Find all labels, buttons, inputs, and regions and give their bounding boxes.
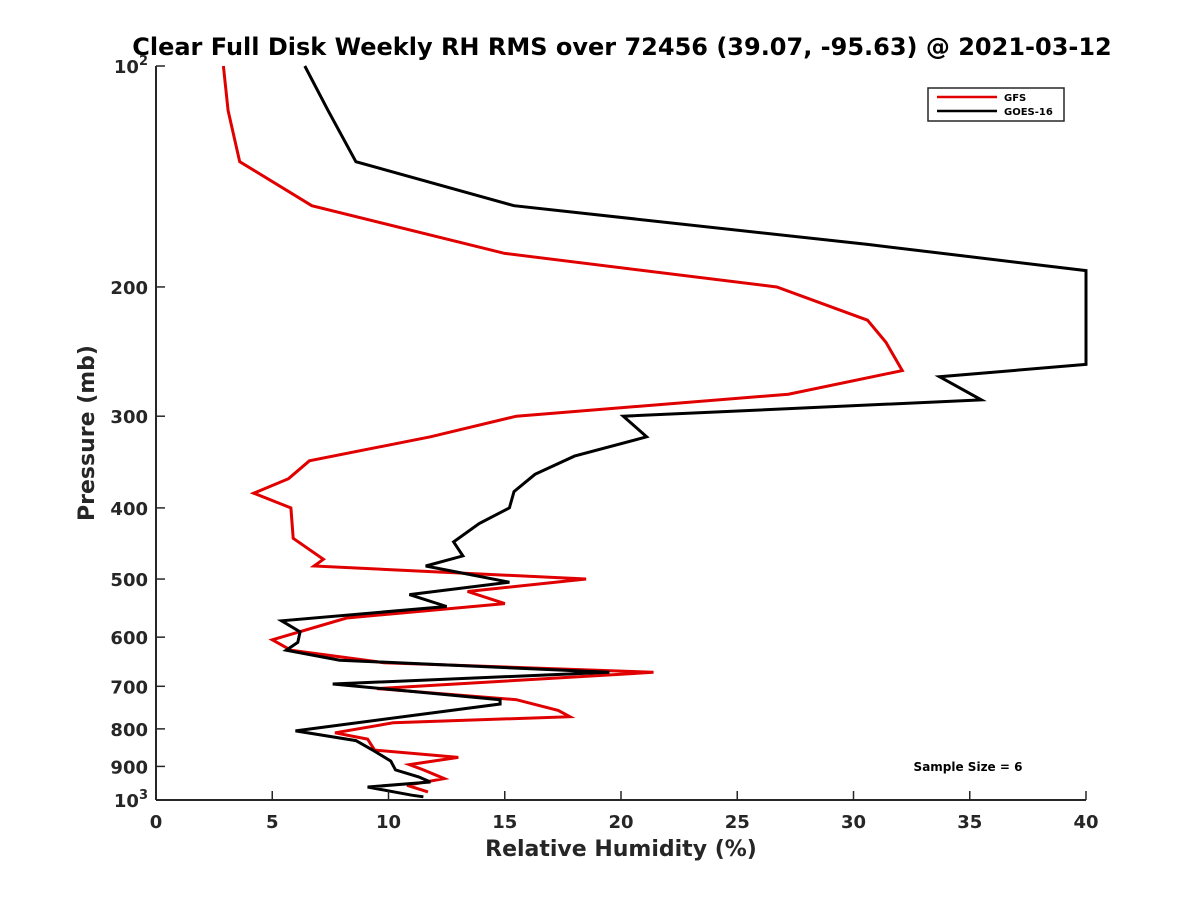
legend: GFS GOES-16 — [927, 87, 1065, 122]
y-tick-label: 300 — [110, 407, 148, 428]
x-tick-label: 0 — [150, 812, 163, 833]
x-axis-label: Relative Humidity (%) — [485, 837, 757, 862]
y-tick-label: 400 — [110, 499, 148, 520]
series-line-gfs — [221, 65, 905, 794]
x-tick-label: 40 — [1073, 812, 1098, 833]
y-tick-label: 900 — [110, 757, 148, 778]
y-tick-label: 800 — [110, 720, 148, 741]
x-axis-ticks: 0 5 10 15 20 25 30 35 40 — [150, 791, 1099, 833]
y-tick-label: 103 — [114, 788, 148, 812]
y-axis-ticks: 102 200 300 400 500 600 700 800 900 103 — [110, 54, 165, 812]
legend-label-goes16: GOES-16 — [1004, 107, 1053, 118]
series-group — [221, 65, 1088, 799]
legend-box — [927, 87, 1065, 122]
y-axis-label: Pressure (mb) — [75, 345, 100, 521]
y-tick-label: 700 — [110, 677, 148, 698]
x-tick-label: 20 — [608, 812, 633, 833]
x-tick-label: 15 — [492, 812, 517, 833]
series-line-goes16 — [276, 65, 1088, 799]
y-tick-label: 200 — [110, 278, 148, 299]
chart-title: Clear Full Disk Weekly RH RMS over 72456… — [132, 33, 1112, 61]
x-tick-label: 25 — [725, 812, 750, 833]
sample-size-annotation: Sample Size = 6 — [914, 760, 1023, 774]
x-tick-label: 5 — [266, 812, 279, 833]
x-tick-label: 10 — [376, 812, 401, 833]
y-tick-label: 102 — [114, 54, 148, 78]
y-tick-label: 500 — [110, 570, 148, 591]
y-tick-label: 600 — [110, 628, 148, 649]
legend-label-gfs: GFS — [1004, 93, 1026, 104]
plot-area: 0 5 10 15 20 25 30 35 40 102 200 300 400 500 600 700 80… — [110, 54, 1098, 833]
x-tick-label: 35 — [957, 812, 982, 833]
x-tick-label: 30 — [841, 812, 866, 833]
